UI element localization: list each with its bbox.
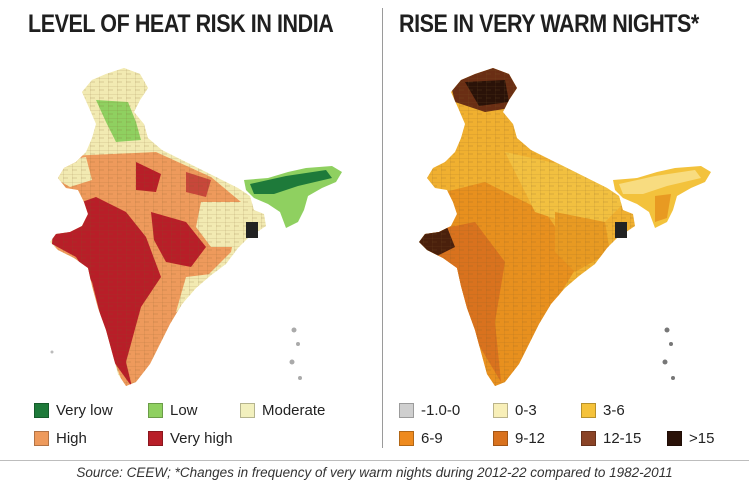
heat-risk-map (50, 68, 342, 386)
swatch-very-low (34, 403, 49, 418)
legend-item-9-12: 9-12 (493, 430, 545, 447)
legend-item-gt15: >15 (667, 430, 714, 447)
warm-nights-map (419, 68, 711, 386)
legend-item-6-9: 6-9 (399, 430, 443, 447)
heat-risk-title: LEVEL OF HEAT RISK IN INDIA (28, 10, 334, 38)
swatch-moderate (240, 403, 255, 418)
source-footnote: Source: CEEW; *Changes in frequency of v… (0, 460, 749, 480)
legend-item-neg1-0: -1.0-0 (399, 402, 460, 419)
heat-risk-panel: LEVEL OF HEAT RISK IN INDIA (0, 0, 380, 455)
legend-item-moderate: Moderate (240, 402, 325, 419)
swatch-9-12 (493, 431, 508, 446)
legend-item-12-15: 12-15 (581, 430, 641, 447)
swatch-12-15 (581, 431, 596, 446)
panel-divider (382, 8, 383, 448)
swatch-low (148, 403, 163, 418)
swatch-gt15 (667, 431, 682, 446)
legend-item-3-6: 3-6 (581, 402, 625, 419)
legend-item-0-3: 0-3 (493, 402, 537, 419)
swatch-high (34, 431, 49, 446)
swatch-0-3 (493, 403, 508, 418)
legend-item-very-high: Very high (148, 430, 233, 447)
swatch-3-6 (581, 403, 596, 418)
warm-nights-title: RISE IN VERY WARM NIGHTS* (399, 10, 699, 38)
warm-nights-panel: RISE IN VERY WARM NIGHTS* -1.0-0 (385, 0, 749, 455)
legend-item-low: Low (148, 402, 198, 419)
swatch-very-high (148, 431, 163, 446)
legend-item-high: High (34, 430, 87, 447)
swatch-6-9 (399, 431, 414, 446)
swatch-neg1-0 (399, 403, 414, 418)
legend-item-very-low: Very low (34, 402, 113, 419)
